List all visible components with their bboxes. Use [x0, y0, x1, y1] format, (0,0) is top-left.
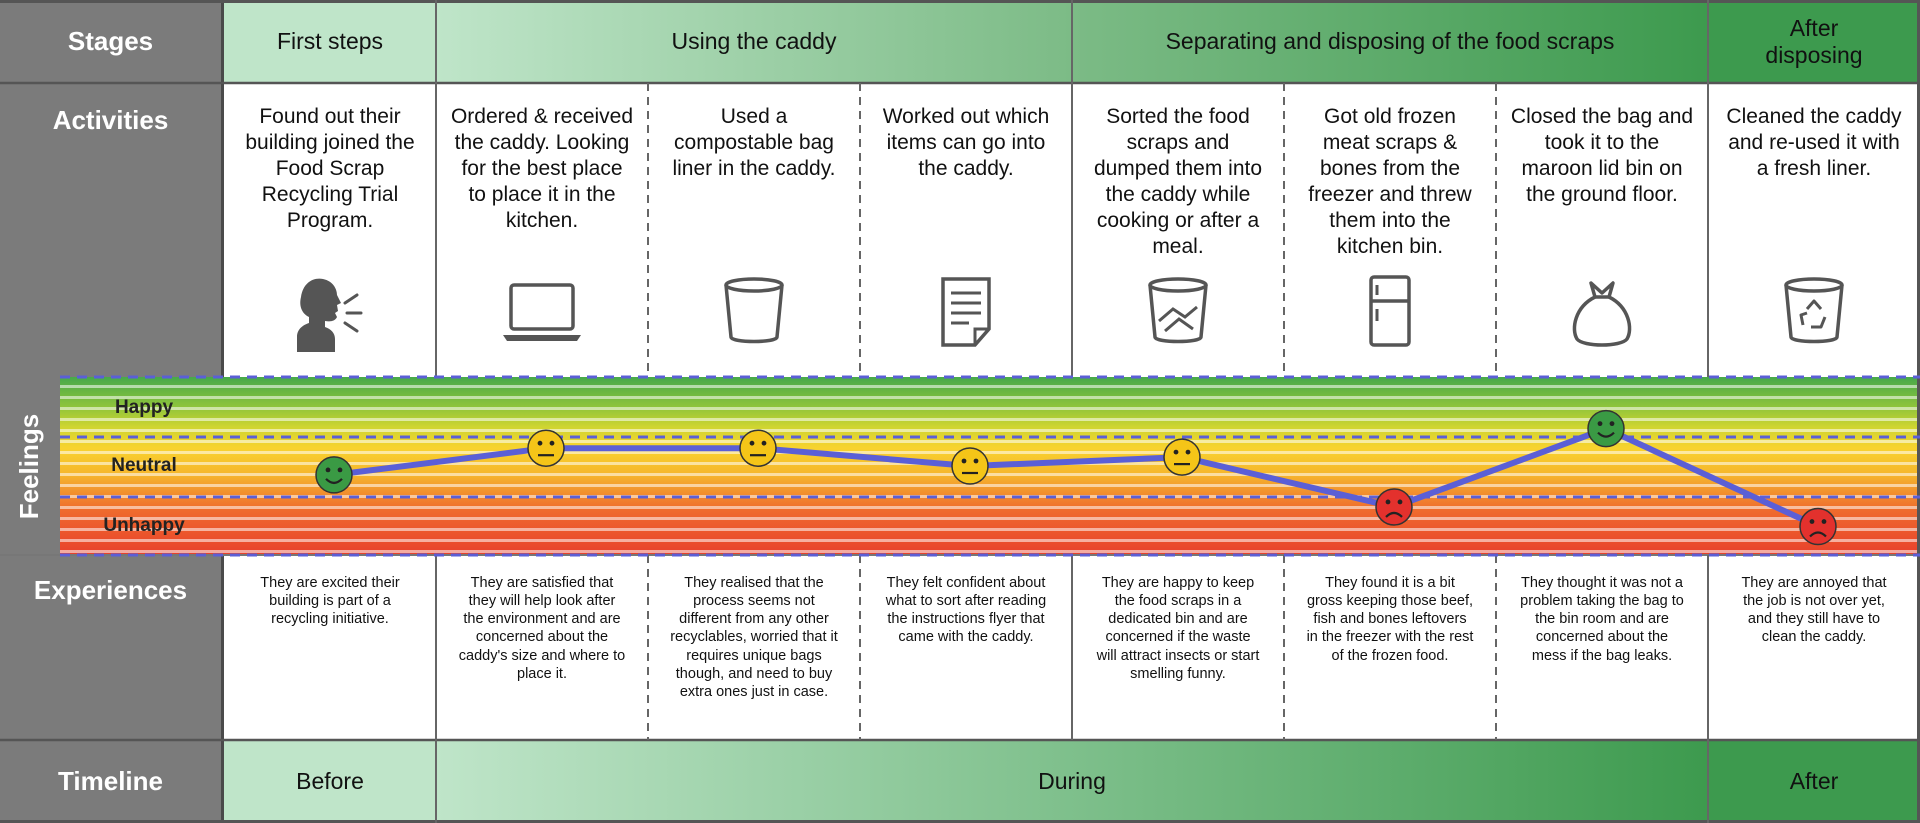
feeling-marker-unhappy — [1376, 489, 1412, 525]
feeling-marker-unhappy — [1800, 509, 1836, 545]
feeling-marker-neutral — [1164, 439, 1200, 475]
feeling-label-neutral: Neutral — [74, 455, 214, 477]
feeling-label-happy: Happy — [74, 397, 214, 419]
feeling-marker-neutral — [528, 430, 564, 466]
feeling-marker-neutral — [952, 448, 988, 484]
feeling-marker-happy — [1588, 411, 1624, 447]
feeling-marker-neutral — [740, 430, 776, 466]
feeling-marker-happy — [316, 457, 352, 493]
feeling-label-unhappy: Unhappy — [74, 515, 214, 537]
